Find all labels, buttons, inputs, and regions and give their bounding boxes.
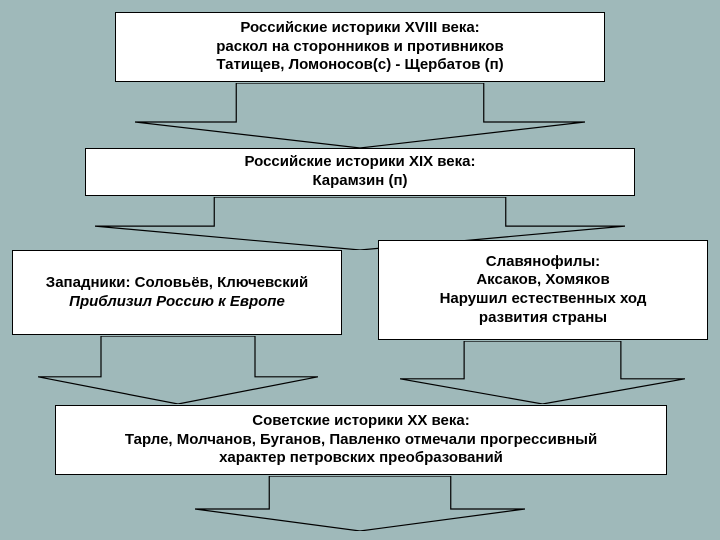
arrow-3 (38, 336, 318, 404)
box-historians-18: Российские историки XVIII века:раскол на… (115, 12, 605, 82)
arrow-1 (135, 83, 585, 148)
box-slavophiles: Славянофилы:Аксаков, ХомяковНарушил есте… (378, 240, 708, 340)
box-soviet-historians: Советские историки XX века:Тарле, Молчан… (55, 405, 667, 475)
text-line: раскол на сторонников и противников (216, 38, 504, 57)
text-line: развития страны (479, 309, 607, 328)
text-line: Татищев, Ломоносов(с) - Щербатов (п) (216, 56, 503, 75)
box-westerners: Западники: Соловьёв, КлючевскийПриблизил… (12, 250, 342, 335)
box-historians-19: Российские историки XIX века:Карамзин (п… (85, 148, 635, 196)
text-line: Советские историки XX века: (252, 412, 469, 431)
text-line: Российские историки XVIII века: (240, 19, 479, 38)
text-line: Нарушил естественных ход (440, 290, 647, 309)
text-line: характер петровских преобразований (219, 449, 503, 468)
text-line: Тарле, Молчанов, Буганов, Павленко отмеч… (125, 431, 597, 450)
text-line: Карамзин (п) (312, 172, 407, 191)
text-line: Приблизил Россию к Европе (69, 293, 285, 312)
text-line: Аксаков, Хомяков (476, 271, 609, 290)
text-line: Западники: Соловьёв, Ключевский (46, 274, 308, 293)
arrow-4 (400, 341, 685, 404)
text-line: Российские историки XIX века: (244, 153, 475, 172)
arrow-5 (195, 476, 525, 531)
text-line: Славянофилы: (486, 253, 600, 272)
